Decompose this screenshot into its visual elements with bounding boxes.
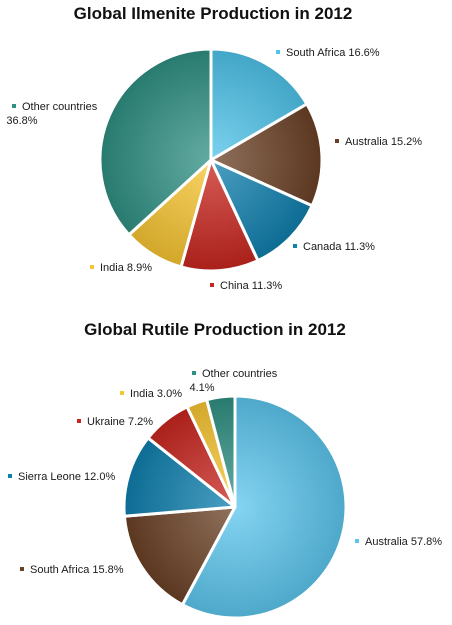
slice-label-marker [276,50,280,54]
slice-label-china: China 11.3% [210,280,282,292]
rutile-chart-title: Global Rutile Production in 2012 [84,320,346,339]
rutile-slice-labels: Australia 57.8% South Africa 15.8% Sierra … [8,368,442,576]
slice-label-text: Australia 57.8% [365,536,442,548]
pie-slice-australia [209,102,324,208]
slice-label-india: India 8.9% [90,262,152,274]
pie-slice-south-africa [122,505,237,607]
pie-slice-australia [180,394,348,620]
pie-slice-south-africa [209,47,309,162]
slice-label-marker [12,104,16,108]
slice-label-text: India 3.0% [130,388,182,400]
slice-label-text: India 8.9% [100,262,152,274]
slice-label-text: China 11.3% [220,280,282,292]
slice-label-marker [210,283,214,287]
slice-label-india: India 3.0% [120,388,182,400]
slice-label-value: 4.1% [189,382,214,394]
slice-label-other-countries: Other countries 4.1% [189,368,277,394]
pie-slice-canada [209,158,314,263]
slice-label-canada: Canada 11.3% [293,241,375,253]
ilmenite-pie [98,47,324,273]
slice-label-text: Australia 15.2% [345,136,422,148]
slice-label-australia: Australia 57.8% [355,536,442,548]
slice-label-other-countries: Other countries 36.8% [6,101,97,127]
slice-label-text: South Africa 15.8% [30,564,124,576]
slice-label-text: South Africa 16.6% [286,47,380,59]
slice-label-marker [335,139,339,143]
slice-label-marker [355,539,359,543]
rutile-pie [122,394,348,620]
slice-label-value: 36.8% [6,115,37,127]
slice-label-marker [192,371,196,375]
slice-label-marker [90,265,94,269]
pie-slice-china [179,158,260,273]
pie-slice-other-countries [205,394,237,509]
slice-label-south-africa: South Africa 16.6% [276,47,380,59]
pie-slice-other-countries [98,47,213,237]
pie-slice-sierra-leone [122,436,237,518]
slice-label-australia: Australia 15.2% [335,136,422,148]
slice-label-marker [77,419,81,423]
slice-label-marker [293,244,297,248]
slice-label-text: Other countries [22,101,98,113]
ilmenite-slice-labels: South Africa 16.6% Australia 15.2% Canada … [6,47,422,292]
slice-label-south-africa: South Africa 15.8% [20,564,124,576]
slice-label-sierra-leone: Sierra Leone 12.0% [8,471,115,483]
slice-label-text: Other countries [202,368,278,380]
slice-label-marker [120,391,124,395]
slice-label-text: Sierra Leone 12.0% [18,471,115,483]
slice-label-ukraine: Ukraine 7.2% [77,416,153,428]
slice-label-text: Canada 11.3% [303,241,375,253]
slice-label-marker [20,567,24,571]
ilmenite-chart-title: Global Ilmenite Production in 2012 [74,4,353,23]
slice-label-text: Ukraine 7.2% [87,416,153,428]
slice-label-marker [8,474,12,478]
